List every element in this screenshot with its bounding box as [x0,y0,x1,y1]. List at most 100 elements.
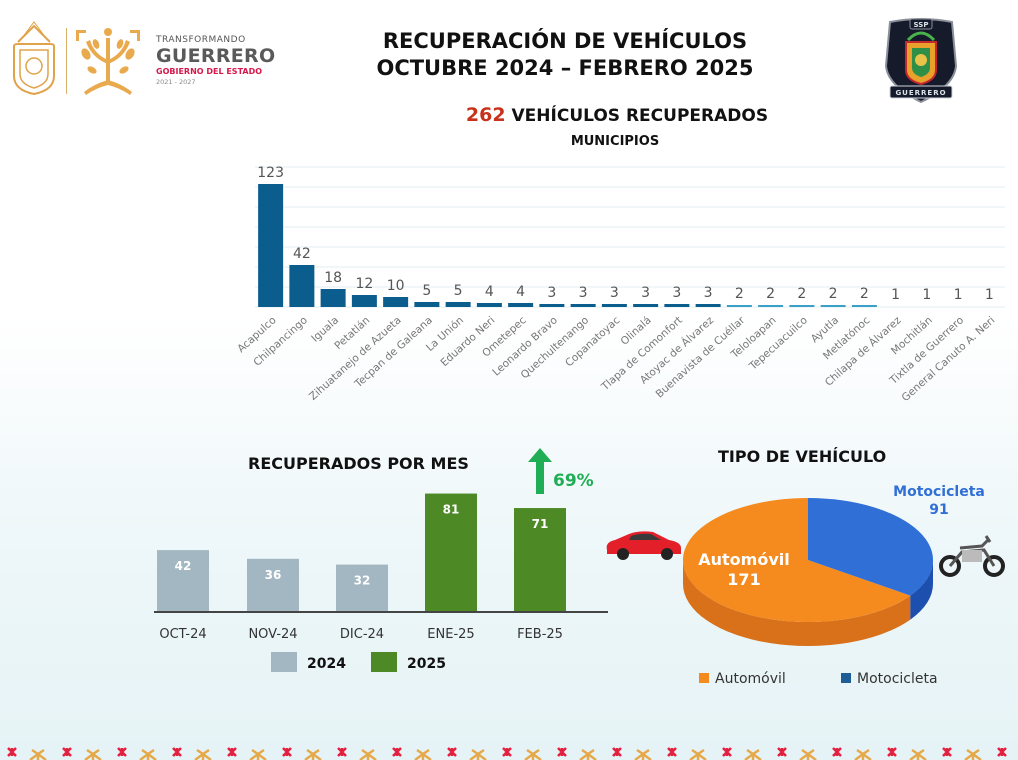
border-motif [227,747,267,760]
orange-stitch [524,748,542,760]
title-line-1: RECUPERACIÓN DE VEHÍCULOS [382,29,748,53]
red-stitch [667,747,677,757]
monthly-chart-title: RECUPERADOS POR MES [248,454,469,473]
border-motif [777,747,817,760]
bar-value-label: 42 [175,559,192,573]
bar-copanatoyac [601,304,627,307]
decorative-border-pattern [7,747,1007,760]
bar-ometepec [508,303,534,307]
bar-value-label: 1 [985,287,994,303]
red-stitch [832,747,842,757]
badge-top-text: SSP [914,21,929,29]
bar-value-label: 123 [257,165,284,181]
pie-side-motocicleta [910,560,933,620]
bar-value-label: 3 [641,285,650,301]
red-stitch [997,747,1007,757]
pie-label-automovil: Automóvil [698,550,789,569]
pie-slice-motocicleta [808,498,933,596]
bar-value-label: 1 [954,287,963,303]
border-motif [942,747,982,760]
bar-teloloapan [758,305,784,307]
bar-value-label: 4 [485,284,494,300]
bar-tlapa-de-comonfort [664,304,690,307]
tree-logo [76,28,140,95]
bar-value-label: 42 [293,246,311,262]
bar-value-label: 2 [860,286,869,302]
orange-stitch [579,748,597,760]
border-motif [557,747,597,760]
legend-label: Motocicleta [857,671,938,687]
red-stitch [62,747,72,757]
pie-value-motocicleta: 91 [929,502,948,518]
badge-bottom-text: GUERRERO [895,89,946,97]
orange-stitch [854,748,872,760]
border-motif [7,747,47,760]
brand-main: GUERRERO [156,45,276,67]
motorcycle-icon [939,535,1005,577]
moto-engine [962,550,982,562]
bar-value-label: 2 [829,286,838,302]
municipios-heading-text: MUNICIPIOS [570,134,660,149]
brand-small: TRANSFORMANDO [156,35,246,45]
border-motif [62,747,102,760]
logo-divider [66,28,67,94]
bar-value-label: 3 [704,285,713,301]
brand-years: 2021 - 2027 [156,78,196,86]
orange-stitch [194,748,212,760]
car-window [629,533,661,540]
bar-la-uni-n [445,302,471,307]
border-motif [282,747,322,760]
legend-label: Automóvil [715,671,786,687]
orange-stitch [689,748,707,760]
total-recovered: 262 VEHÍCULOS RECUPERADOS [0,104,1018,126]
vehicle-type-chart-title: TIPO DE VEHÍCULO [718,447,887,466]
legend-swatch-motocicleta [841,673,851,683]
legend-swatch-automovil [699,673,709,683]
bar-value-label: 32 [354,574,371,588]
red-stitch [7,747,17,757]
red-stitch [282,747,292,757]
total-number: 262 [465,104,506,126]
border-motif [447,747,487,760]
month-tick-label: FEB-25 [517,627,563,642]
bar-value-label: 3 [579,285,588,301]
car-body [606,531,681,554]
red-stitch [557,747,567,757]
border-motif [722,747,762,760]
bar-leonardo-bravo [539,304,565,307]
orange-stitch [469,748,487,760]
red-stitch [447,747,457,757]
legend-label: 2024 [307,656,346,672]
bar-metlat-noc [851,305,877,307]
bar-chilpancingo [289,265,315,307]
bar-value-label: 1 [922,287,931,303]
bar-iguala [320,289,346,307]
bar-value-label: 18 [324,270,342,286]
red-stitch [392,747,402,757]
bar-value-label: 3 [547,285,556,301]
border-motif [172,747,212,760]
red-stitch [117,747,127,757]
red-stitch [502,747,512,757]
month-tick-label: OCT-24 [159,627,206,642]
pie-slice-automovil [683,498,911,622]
brand-block: TRANSFORMANDO GUERRERO GOBIERNO DEL ESTA… [156,36,275,86]
bar-buenavista-de-cu-llar [726,305,752,307]
border-motif [667,747,707,760]
category-tick-label: Eduardo Neri [438,314,497,369]
orange-stitch [29,748,47,760]
bar-tecpan-de-galeana [414,302,440,307]
orange-stitch [249,748,267,760]
bar-petatl-n [351,295,377,307]
legend-swatch-2025 [371,652,397,672]
growth-percentage: 69% [553,471,594,491]
orange-stitch [359,748,377,760]
bar-value-label: 5 [454,283,463,299]
orange-stitch [304,748,322,760]
month-tick-label: NOV-24 [248,627,297,642]
growth-arrow-up-icon [528,448,552,494]
monthly-bar-chart: 42 OCT-24 36 NOV-24 32 DIC-24 81 ENE-25 71 FEB-25… [154,493,608,672]
pie-side-automovil [683,560,911,646]
red-stitch [227,747,237,757]
